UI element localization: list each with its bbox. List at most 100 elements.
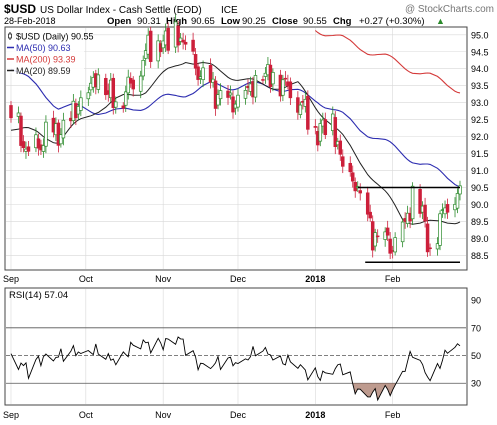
candle-body-icon <box>8 33 12 39</box>
candle-body <box>104 78 108 96</box>
candle-body <box>358 190 362 194</box>
price-x-tick: Nov <box>155 274 172 284</box>
candle-body <box>216 94 220 106</box>
candle-body <box>138 75 143 92</box>
candle-body <box>86 92 91 100</box>
legend-box <box>6 28 84 73</box>
ma200-line <box>314 30 461 94</box>
price-y-tick: 95.0 <box>471 30 489 40</box>
candle-body <box>298 104 303 115</box>
candle-body <box>193 54 198 69</box>
price-y-axis: 88.5 89.0 89.5 90.0 90.5 91.0 91.5 92.0 92.5 93.0… <box>471 30 489 261</box>
price-y-tick: 90.0 <box>471 200 489 210</box>
candle-body <box>181 39 185 43</box>
high-label: High <box>166 16 187 27</box>
candle-body <box>393 237 397 253</box>
price-x-tick: Sep <box>3 274 19 284</box>
rsi-y-axis: 30 50 70 90 <box>471 296 481 389</box>
open-label: Open <box>107 16 131 27</box>
candle-body <box>121 105 125 109</box>
candle-body <box>44 121 48 147</box>
rsi-y-tick: 30 <box>471 379 481 389</box>
legend-label: MA(200) 93.39 <box>16 55 76 65</box>
candle-body <box>218 90 223 100</box>
candle-body <box>56 122 61 146</box>
candle-body <box>111 77 116 108</box>
candle-body <box>318 123 323 142</box>
candle-body <box>418 189 422 214</box>
chg-label: Chg <box>333 16 352 27</box>
rsi-x-tick: Feb <box>385 410 401 420</box>
rsi-y-tick: 50 <box>471 351 481 361</box>
candle-body <box>126 76 130 94</box>
price-x-tick: 2018 <box>305 274 325 284</box>
candle-body <box>176 25 180 46</box>
candle-body <box>313 126 318 128</box>
candle-body <box>365 192 370 215</box>
price-y-tick: 94.5 <box>471 47 489 57</box>
chg-value: +0.27 (+0.30%) <box>359 16 425 27</box>
chg-up-arrow-icon: ▲ <box>436 16 445 26</box>
legend-label: MA(20) 89.59 <box>16 66 71 76</box>
ma20-line <box>10 61 461 225</box>
rsi-x-tick: Dec <box>230 410 247 420</box>
candle-body <box>141 59 145 77</box>
candle-body <box>166 27 170 51</box>
rsi-x-tick: Sep <box>3 410 19 420</box>
rsi-x-tick: 2018 <box>305 410 325 420</box>
candle-body <box>283 77 288 80</box>
low-value: 90.25 <box>242 16 266 27</box>
watermark: @ StockCharts.com <box>405 4 494 15</box>
candle-body <box>400 221 405 243</box>
candle-body <box>368 211 372 219</box>
candle-body <box>41 145 46 152</box>
rsi-x-axis: Sep Oct Nov Dec 2018 Feb <box>3 410 400 420</box>
candle-body <box>455 193 460 209</box>
candle-body <box>61 119 66 139</box>
candle-body <box>59 134 63 145</box>
price-y-tick: 88.5 <box>471 251 489 261</box>
candle-body <box>435 243 440 250</box>
candle-body <box>201 67 205 81</box>
candle-body <box>271 72 275 85</box>
rsi-oversold-fill <box>352 383 396 400</box>
price-y-tick: 89.5 <box>471 217 489 227</box>
rsi-y-tick: 70 <box>471 323 481 333</box>
candle-body <box>261 79 265 81</box>
header-symbol: $USD <box>4 2 36 16</box>
candle-body <box>385 227 390 236</box>
candle-body <box>428 247 432 250</box>
candle-body <box>191 39 195 52</box>
moving-averages <box>10 30 461 225</box>
high-value: 90.65 <box>191 16 215 27</box>
price-y-tick: 92.5 <box>471 115 489 125</box>
candle-body <box>373 232 377 247</box>
price-grid <box>6 28 466 269</box>
price-y-tick: 91.0 <box>471 166 489 176</box>
candle-body <box>306 95 310 130</box>
candle-body <box>19 115 23 146</box>
close-value: 90.55 <box>303 16 327 27</box>
low-label: Low <box>221 16 241 27</box>
candlesticks <box>9 14 462 260</box>
price-y-tick: 89.0 <box>471 234 489 244</box>
legend-label: MA(50) 90.63 <box>16 43 71 53</box>
candle-body <box>148 30 153 62</box>
rsi-title: RSI(14) 57.04 <box>9 290 68 301</box>
candle-body <box>350 172 355 182</box>
rsi-oversold-area <box>352 383 396 400</box>
candle-body <box>236 94 240 108</box>
open-value: 90.31 <box>137 16 161 27</box>
rsi-panel <box>4 287 468 406</box>
candle-body <box>333 117 338 147</box>
ma50-line <box>10 68 461 188</box>
candle-body <box>243 90 248 99</box>
candle-body <box>79 97 83 111</box>
candle-body <box>438 213 442 246</box>
header-name: US Dollar Index - Cash Settle (EOD) <box>40 5 202 16</box>
candle-body <box>425 223 430 253</box>
candle-body <box>341 156 345 167</box>
legend-label: $USD (Daily) 90.55 <box>16 32 94 42</box>
